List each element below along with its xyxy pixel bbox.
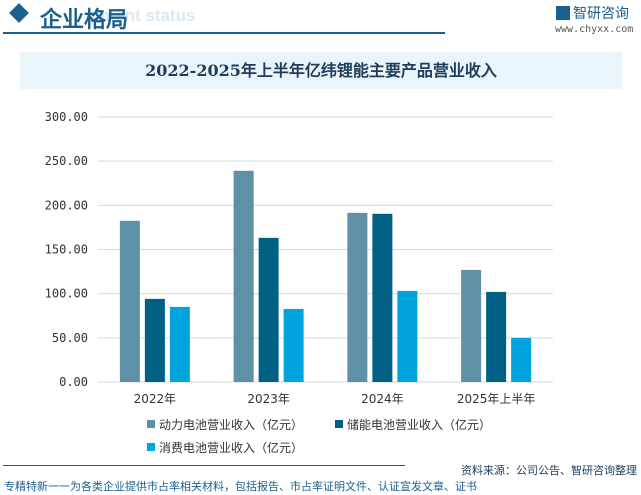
x-tick-label: 2024年	[361, 392, 404, 406]
y-tick-label: 300.00	[45, 110, 88, 124]
bar	[283, 308, 304, 382]
legend-swatch	[147, 420, 155, 428]
footer-divider	[3, 465, 405, 466]
ghost-subtitle: ment status	[100, 6, 196, 25]
legend-swatch	[335, 420, 343, 428]
logo-icon	[556, 6, 570, 20]
logo-text: 智研咨询	[573, 6, 629, 22]
bar-chart: 0.00 50.00 100.00 150.00 200.00 250.00 300.00 2…	[45, 110, 553, 455]
y-tick-label: 50.00	[52, 331, 88, 345]
bar	[169, 306, 190, 382]
bar	[233, 170, 254, 382]
section-title: 企业格局	[40, 8, 129, 33]
bar	[461, 269, 482, 382]
bar	[372, 213, 393, 382]
bar	[397, 290, 418, 382]
bar	[347, 212, 368, 382]
bar	[119, 220, 140, 382]
y-tick-label: 0.00	[59, 375, 88, 389]
source-text: 资料来源：公司公告、智研咨询整理	[461, 464, 637, 477]
legend-label: 储能电池营业收入（亿元）	[347, 417, 491, 432]
header: ment status 企业格局 智研咨询 www.chyxx.com	[0, 0, 641, 40]
footer: 资料来源：公司公告、智研咨询整理 专精特新一一为各类企业提供市占率相关材料，包括…	[0, 462, 641, 495]
bar	[511, 337, 532, 382]
bar	[486, 291, 507, 382]
y-tick-label: 150.00	[45, 243, 88, 257]
divider	[3, 32, 445, 34]
y-tick-label: 200.00	[45, 198, 88, 212]
legend-label: 动力电池营业收入（亿元）	[159, 417, 303, 432]
bar	[144, 298, 165, 382]
chart-title: 2022-2025年上半年亿纬锂能主要产品营业收入	[20, 52, 622, 89]
x-tick-label: 2023年	[247, 392, 290, 406]
footer-note: 专精特新一一为各类企业提供市占率相关材料，包括报告、市占率证明文件、认证宣发文章…	[4, 480, 477, 493]
y-tick-label: 100.00	[45, 287, 88, 301]
site-url: www.chyxx.com	[555, 24, 634, 35]
y-tick-label: 250.00	[45, 154, 88, 168]
logo: 智研咨询	[556, 3, 629, 23]
legend-swatch	[147, 443, 155, 451]
x-tick-label: 2025年上半年	[457, 392, 536, 406]
legend-label: 消费电池营业收入（亿元）	[159, 440, 303, 455]
bar	[258, 237, 279, 382]
x-tick-label: 2022年	[134, 392, 177, 406]
